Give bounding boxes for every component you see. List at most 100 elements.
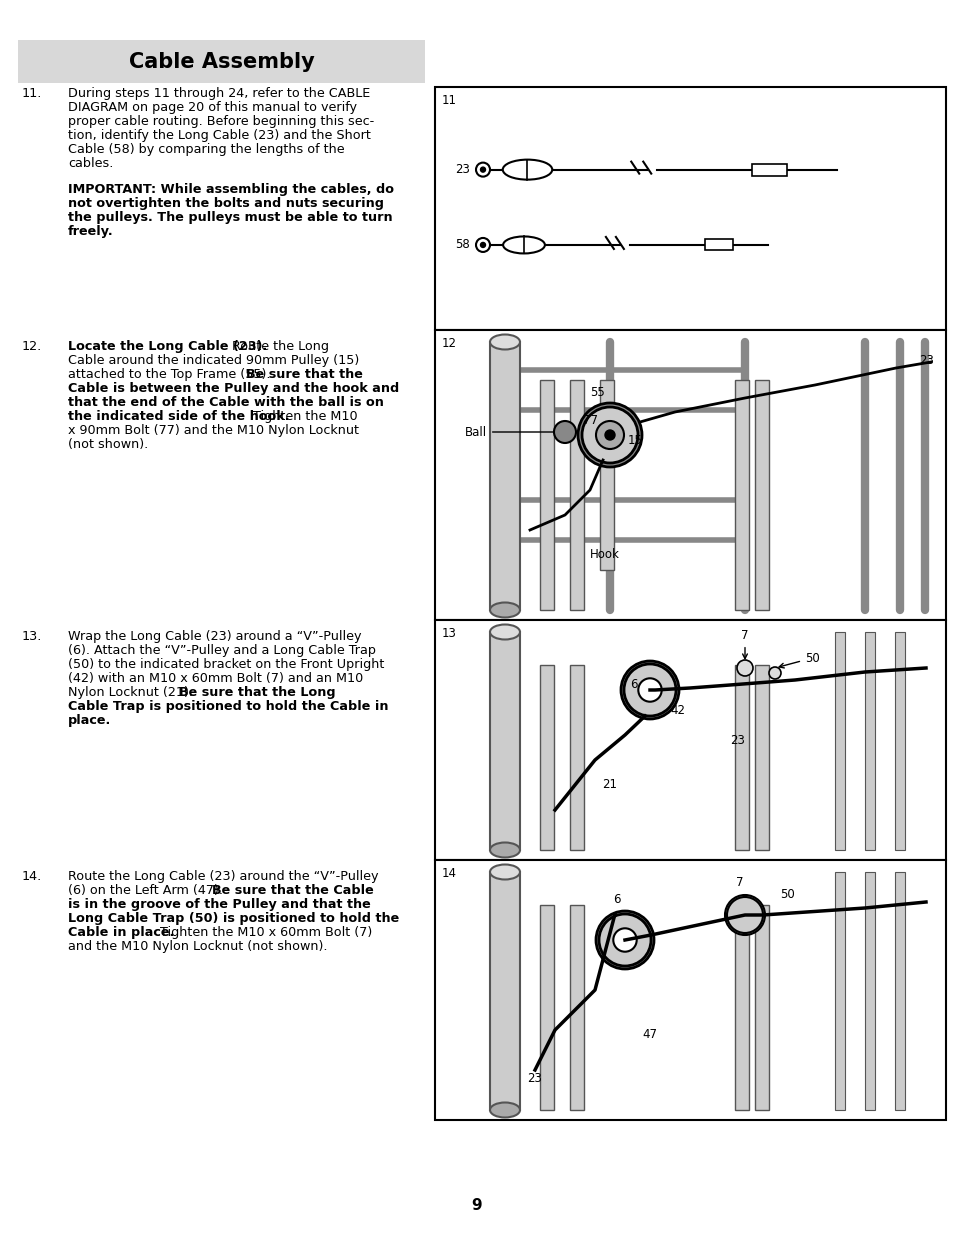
Bar [834, 872, 844, 1110]
Ellipse shape [490, 1103, 519, 1118]
Text: DIAGRAM on page 20 of this manual to verify: DIAGRAM on page 20 of this manual to ver… [68, 101, 356, 114]
Text: not overtighten the bolts and nuts securing: not overtighten the bolts and nuts secur… [68, 198, 384, 210]
Circle shape [724, 895, 764, 935]
Text: 12.: 12. [22, 340, 42, 353]
Text: Tighten the M10: Tighten the M10 [249, 410, 357, 424]
Text: 14: 14 [441, 867, 456, 881]
Text: 13: 13 [441, 627, 456, 640]
Text: is in the groove of the Pulley and that the: is in the groove of the Pulley and that … [68, 898, 371, 911]
Text: Route the Long Cable (23) around the “V”-Pulley: Route the Long Cable (23) around the “V”… [68, 869, 378, 883]
Text: Cable Assembly: Cable Assembly [129, 52, 314, 72]
Bar [435, 860, 945, 1120]
Circle shape [598, 914, 650, 966]
Circle shape [726, 897, 762, 932]
Text: freely.: freely. [68, 225, 113, 238]
Circle shape [638, 678, 661, 701]
Text: place.: place. [68, 714, 112, 727]
Text: 58: 58 [455, 238, 469, 252]
Bar [894, 872, 904, 1110]
Bar [754, 905, 768, 1110]
Bar [435, 86, 945, 330]
Text: 50: 50 [780, 888, 794, 902]
Text: Tighten the M10 x 60mm Bolt (7): Tighten the M10 x 60mm Bolt (7) [155, 926, 372, 939]
Text: During steps 11 through 24, refer to the CABLE: During steps 11 through 24, refer to the… [68, 86, 370, 100]
Text: (6). Attach the “V”-Pulley and a Long Cable Trap: (6). Attach the “V”-Pulley and a Long Ca… [68, 643, 375, 657]
Text: (6) on the Left Arm (47).: (6) on the Left Arm (47). [68, 884, 227, 897]
Bar [539, 905, 554, 1110]
Bar [435, 330, 945, 620]
Text: Be sure that the Long: Be sure that the Long [179, 685, 335, 699]
Text: 13.: 13. [22, 630, 42, 643]
Text: tion, identify the Long Cable (23) and the Short: tion, identify the Long Cable (23) and t… [68, 128, 371, 142]
Text: 23: 23 [527, 1072, 542, 1084]
Circle shape [578, 403, 641, 467]
Text: (50) to the indicated bracket on the Front Upright: (50) to the indicated bracket on the Fro… [68, 658, 384, 671]
Text: that the end of the Cable with the ball is on: that the end of the Cable with the ball … [68, 396, 383, 409]
Bar [569, 905, 583, 1110]
Text: Locate the Long Cable (23).: Locate the Long Cable (23). [68, 340, 272, 353]
Circle shape [554, 421, 576, 443]
Circle shape [480, 167, 485, 172]
Text: 23: 23 [729, 734, 744, 746]
Text: Be sure that the Cable: Be sure that the Cable [213, 884, 374, 897]
Text: 42: 42 [669, 704, 684, 716]
Text: 23: 23 [455, 163, 470, 177]
Text: 77: 77 [582, 414, 598, 426]
Text: x 90mm Bolt (77) and the M10 Nylon Locknut: x 90mm Bolt (77) and the M10 Nylon Lockn… [68, 424, 358, 437]
Text: 7: 7 [740, 629, 748, 658]
Text: 11: 11 [441, 94, 456, 107]
Text: the indicated side of the hook.: the indicated side of the hook. [68, 410, 289, 424]
Text: 55: 55 [589, 385, 604, 399]
Text: 15: 15 [627, 433, 642, 447]
Text: Cable is between the Pulley and the hook and: Cable is between the Pulley and the hook… [68, 382, 399, 395]
Bar [752, 163, 786, 175]
Text: IMPORTANT: While assembling the cables, do: IMPORTANT: While assembling the cables, … [68, 183, 394, 196]
Text: Cable (58) by comparing the lengths of the: Cable (58) by comparing the lengths of t… [68, 143, 344, 156]
Bar [734, 905, 748, 1110]
Bar [569, 664, 583, 850]
Text: 9: 9 [471, 1198, 482, 1213]
Circle shape [476, 163, 490, 177]
Circle shape [737, 659, 752, 676]
Bar [18, 40, 424, 83]
Text: Route the Long: Route the Long [232, 340, 329, 353]
Text: 11.: 11. [22, 86, 42, 100]
Text: Wrap the Long Cable (23) around a “V”-Pulley: Wrap the Long Cable (23) around a “V”-Pu… [68, 630, 361, 643]
Circle shape [623, 664, 676, 716]
Bar [704, 240, 732, 251]
Text: 14.: 14. [22, 869, 42, 883]
Circle shape [613, 929, 636, 952]
Ellipse shape [490, 603, 519, 618]
Bar [539, 664, 554, 850]
Bar [490, 632, 519, 850]
Ellipse shape [502, 236, 544, 253]
Circle shape [596, 911, 654, 969]
Text: 6: 6 [613, 893, 620, 906]
Text: the pulleys. The pulleys must be able to turn: the pulleys. The pulleys must be able to… [68, 211, 393, 224]
Ellipse shape [490, 842, 519, 857]
Text: Nylon Locknut (21).: Nylon Locknut (21). [68, 685, 196, 699]
Circle shape [596, 421, 623, 450]
Circle shape [476, 238, 490, 252]
Bar [834, 632, 844, 850]
Text: 7: 7 [736, 876, 743, 889]
Text: attached to the Top Frame (55).: attached to the Top Frame (55). [68, 368, 274, 382]
Bar [490, 872, 519, 1110]
Circle shape [620, 661, 679, 719]
Circle shape [768, 667, 781, 679]
Bar [864, 872, 874, 1110]
Text: Ball: Ball [464, 426, 560, 438]
Text: Be sure that the: Be sure that the [245, 368, 362, 382]
Text: (not shown).: (not shown). [68, 438, 148, 451]
Text: Long Cable Trap (50) is positioned to hold the: Long Cable Trap (50) is positioned to ho… [68, 911, 399, 925]
Text: 50: 50 [779, 652, 819, 668]
Text: and the M10 Nylon Locknut (not shown).: and the M10 Nylon Locknut (not shown). [68, 940, 327, 953]
Bar [490, 342, 519, 610]
Text: 47: 47 [641, 1029, 657, 1041]
Circle shape [581, 408, 638, 463]
Bar [435, 620, 945, 860]
Bar [734, 664, 748, 850]
Text: (42) with an M10 x 60mm Bolt (7) and an M10: (42) with an M10 x 60mm Bolt (7) and an … [68, 672, 363, 685]
Text: Cable around the indicated 90mm Pulley (15): Cable around the indicated 90mm Pulley (… [68, 354, 359, 367]
Text: Cable Trap is positioned to hold the Cable in: Cable Trap is positioned to hold the Cab… [68, 700, 388, 713]
